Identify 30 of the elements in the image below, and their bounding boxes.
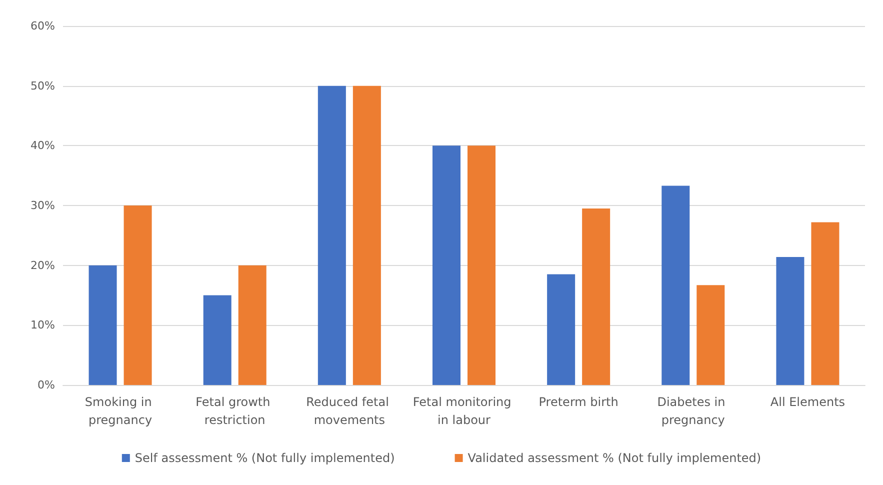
- y-tick-label: 50%: [30, 79, 55, 92]
- y-tick-label: 0%: [38, 378, 55, 392]
- x-tick-label: Fetal growth restriction: [196, 395, 274, 427]
- bar: [811, 222, 840, 385]
- x-tick-label: Smoking in pregnancy: [84, 395, 156, 427]
- bar: [582, 208, 610, 385]
- bar: [318, 86, 346, 385]
- y-tick-label: 30%: [30, 199, 55, 212]
- bar: [124, 206, 152, 385]
- bar: [662, 186, 690, 385]
- x-tick-label: Fetal monitoring in labour: [412, 395, 516, 427]
- y-tick-label: 10%: [30, 318, 55, 332]
- legend-label: Validated assessment % (Not fully implemented): [468, 451, 762, 465]
- y-tick-label: 40%: [30, 139, 55, 152]
- bar: [776, 256, 804, 385]
- bar: [432, 146, 460, 385]
- bar: [203, 295, 232, 385]
- bar: [468, 146, 496, 385]
- bar: [352, 86, 381, 385]
- y-tick-label: 20%: [30, 258, 55, 272]
- bar: [547, 274, 576, 385]
- x-tick-label: Preterm birth: [538, 395, 618, 409]
- bar: [88, 265, 117, 385]
- x-tick-label: Diabetes in pregnancy: [657, 395, 730, 427]
- legend-label: Self assessment % (Not fully implemented): [134, 451, 395, 465]
- bar: [696, 285, 725, 385]
- bar: [238, 265, 266, 385]
- y-tick-label: 60%: [30, 20, 55, 32]
- x-tick-label: Reduced fetal movements: [306, 395, 393, 427]
- x-tick-label: All Elements: [770, 395, 846, 409]
